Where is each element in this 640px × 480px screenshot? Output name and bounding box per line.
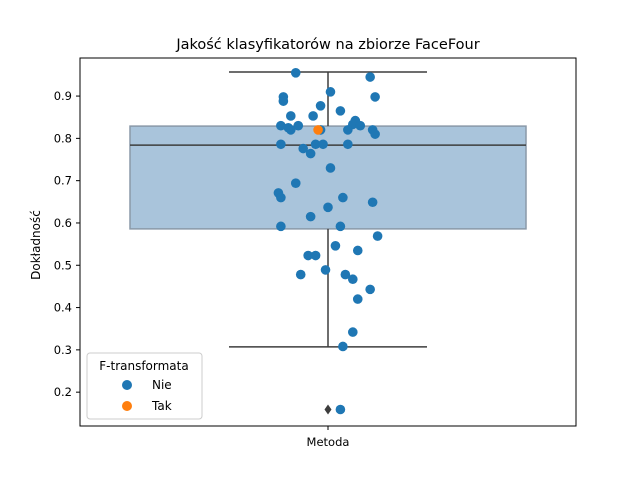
data-point-tak [313,125,323,135]
data-point-nie [348,327,358,337]
plot-area [79,57,577,427]
y-axis-label: Dokładność [29,210,43,280]
data-point-nie [335,106,346,116]
data-point-nie [308,111,318,121]
y-axis: 0.2 0.3 0.4 0.5 0.6 0.7 0.8 0.9 [54,89,80,399]
data-point-nie [286,111,296,121]
data-point-nie [276,139,286,150]
data-point-nie [325,163,336,173]
data-point-nie [335,404,346,415]
data-point-nie [276,192,286,203]
chart-title: Jakość klasyfikatorów na zbiorze FaceFou… [175,37,479,53]
data-point-nie [325,87,336,97]
data-point-nie [352,294,363,304]
data-point-nie [338,341,348,352]
data-point-nie [320,265,331,275]
y-tick-label: 0.3 [54,343,72,357]
x-axis: Metoda [307,426,350,449]
legend[interactable]: F-transformata Nie Tak [86,352,203,420]
x-tick-label: Metoda [307,435,350,449]
data-point-nie [303,250,313,261]
y-tick-label: 0.9 [54,89,72,103]
y-tick-label: 0.5 [54,258,72,272]
legend-label-nie: Nie [152,378,172,392]
data-point-nie [305,148,316,159]
data-point-nie [355,120,366,131]
data-point-nie [365,284,375,295]
data-point-nie [372,231,383,241]
data-point-nie [338,192,348,203]
data-point-nie [367,197,378,208]
y-tick-label: 0.4 [54,301,72,315]
data-point-nie [276,120,286,131]
data-point-nie [318,139,328,150]
legend-label-tak: Tak [151,399,172,413]
data-point-nie [298,143,309,154]
data-point-nie [323,202,333,213]
data-point-nie [276,221,286,232]
data-point-nie [365,72,375,82]
outlier-marker [324,404,332,415]
data-point-nie [370,92,380,102]
y-tick-label: 0.2 [54,385,72,399]
data-point-nie [290,178,301,189]
legend-frame [86,352,203,420]
legend-marker-nie [122,380,132,390]
data-point-nie [305,211,316,222]
data-point-nie [343,125,353,135]
data-point-nie [310,139,321,150]
data-point-nie [295,269,306,280]
data-point-nie [330,241,341,251]
data-point-nie [352,245,363,256]
legend-title: F-transformata [99,359,188,373]
data-point-nie [310,250,321,261]
data-point-nie [348,274,358,285]
data-point-nie [343,139,353,150]
legend-marker-tak [122,401,132,411]
y-tick-label: 0.6 [54,216,72,230]
data-point-nie [335,221,346,232]
data-point-nie [370,129,380,139]
data-point-nie [278,96,289,106]
data-point-nie [340,269,351,280]
data-point-nie [283,122,294,133]
data-point-nie [315,100,326,111]
y-tick-label: 0.8 [54,131,72,145]
data-point-nie [290,68,301,78]
data-point-nie [293,120,304,131]
box-body [129,125,527,230]
y-tick-label: 0.7 [54,174,72,188]
